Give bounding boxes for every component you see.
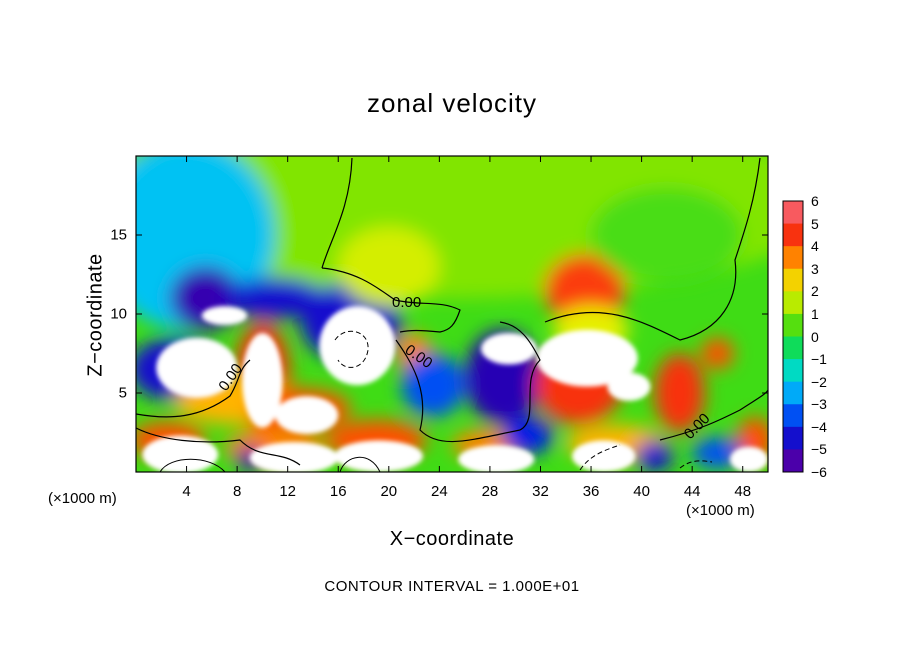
- field-blob: [654, 353, 705, 433]
- x-tick-label: 8: [232, 483, 242, 500]
- colorbar-label: 1: [811, 305, 819, 322]
- colorbar-swatch: [783, 336, 803, 360]
- colorbar-label: 3: [811, 260, 819, 277]
- colorbar-label: 0: [811, 328, 819, 345]
- saturated-region: [142, 435, 219, 472]
- colorbar-swatch: [783, 313, 803, 337]
- x-tick-label: 48: [734, 483, 752, 500]
- contour-interval-note: CONTOUR INTERVAL = 1.000E+01: [324, 578, 580, 595]
- x-axis-label: X−coordinate: [389, 528, 515, 550]
- y-tick-label: 10: [110, 305, 127, 323]
- y-axis-label: Z−coordinate: [84, 253, 107, 377]
- x-unit-label: (×1000 m): [686, 502, 755, 519]
- colorbar-swatch: [783, 359, 803, 383]
- colorbar-swatch: [783, 381, 803, 405]
- saturated-region: [201, 306, 248, 326]
- saturated-region: [572, 440, 636, 472]
- colorbar-label: −1: [811, 351, 827, 368]
- x-tick-label: 44: [683, 483, 701, 500]
- colorbar-label: −5: [811, 441, 827, 458]
- saturated-region: [334, 440, 423, 472]
- saturated-region: [536, 329, 638, 387]
- colorbar-label: 5: [811, 215, 819, 232]
- x-tick-label: 16: [329, 483, 347, 500]
- x-tick-label: 32: [532, 483, 549, 500]
- zero-contour-lines: [136, 157, 768, 472]
- colorbar-swatch: [783, 201, 803, 225]
- saturated-region: [730, 446, 768, 472]
- saturated-region: [481, 332, 537, 365]
- field-blob: [591, 187, 743, 283]
- x-tick-label: 24: [431, 483, 448, 500]
- colorbar-swatch: [783, 404, 803, 428]
- colorbar: [782, 200, 804, 473]
- axis-ticks: [136, 156, 768, 472]
- saturated-region: [458, 445, 535, 472]
- saturated-region: [275, 396, 339, 435]
- contour-label: 0.00: [392, 294, 421, 311]
- colorbar-swatch: [783, 449, 803, 473]
- saturated-region: [319, 306, 396, 386]
- colorbar-label: −3: [811, 396, 827, 413]
- saturated-region: [249, 441, 339, 472]
- field-blob: [701, 337, 734, 370]
- colorbar-label: −6: [811, 464, 827, 480]
- field-blob: [338, 227, 440, 307]
- x-tick-label: 20: [380, 483, 398, 500]
- chart-title: zonal velocity: [366, 88, 538, 118]
- field-blob: [635, 440, 674, 472]
- saturated-region: [242, 332, 283, 428]
- colorbar-swatch: [783, 268, 803, 292]
- x-tick-label: 12: [279, 483, 297, 500]
- y-tick-label: 5: [118, 384, 127, 402]
- field-blob: [401, 353, 465, 417]
- colorbar-swatch: [783, 291, 803, 315]
- colorbar-label: −2: [811, 373, 827, 390]
- field-blob: [502, 416, 554, 455]
- y-unit-label: (×1000 m): [48, 490, 117, 507]
- colorbar-label: 4: [811, 238, 819, 255]
- x-tick-label: 36: [582, 483, 600, 500]
- velocity-field: [136, 156, 768, 472]
- colorbar-swatch: [783, 223, 803, 247]
- x-tick-label: 28: [481, 483, 499, 500]
- colorbar-swatch: [783, 246, 803, 270]
- colorbar-swatch: [783, 426, 803, 450]
- colorbar-label: 2: [811, 283, 819, 300]
- saturated-region: [156, 337, 238, 398]
- colorbar-label: 6: [811, 193, 819, 209]
- saturated-region: [607, 372, 651, 401]
- field-blob: [224, 277, 326, 319]
- y-tick-label: 15: [110, 226, 127, 244]
- x-tick-label: 4: [182, 483, 191, 500]
- x-tick-label: 40: [633, 483, 650, 500]
- colorbar-label: −4: [811, 418, 827, 435]
